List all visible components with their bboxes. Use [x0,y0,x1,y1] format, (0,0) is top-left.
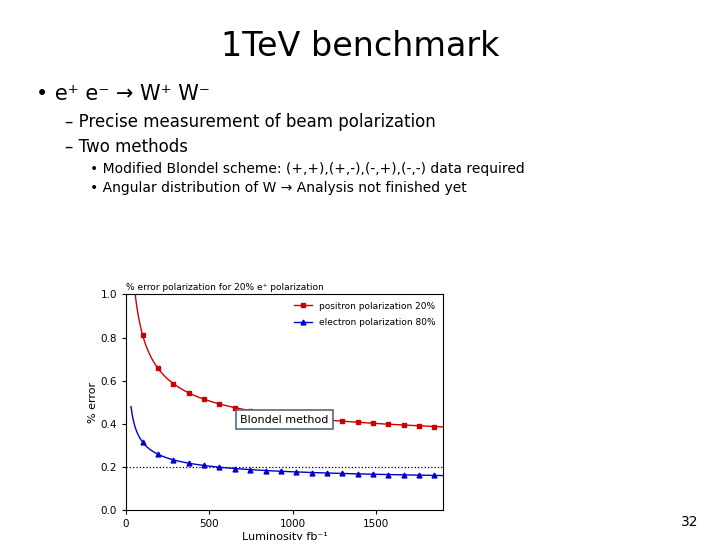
Text: • Angular distribution of W → Analysis not finished yet: • Angular distribution of W → Analysis n… [90,181,467,195]
Text: Blondel method: Blondel method [240,415,328,424]
Text: 1TeV benchmark: 1TeV benchmark [221,30,499,63]
Legend: positron polarization 20%, electron polarization 80%: positron polarization 20%, electron pola… [291,299,438,329]
Text: • Modified Blondel scheme: (+,+),(+,-),(-,+),(-,-) data required: • Modified Blondel scheme: (+,+),(+,-),(… [90,162,525,176]
Text: – Two methods: – Two methods [65,138,188,156]
Text: 32: 32 [681,515,698,529]
Y-axis label: % error: % error [88,382,98,423]
Text: % error polarization for 20% e⁺ polarization: % error polarization for 20% e⁺ polariza… [126,283,324,292]
Text: • e⁺ e⁻ → W⁺ W⁻: • e⁺ e⁻ → W⁺ W⁻ [36,84,210,104]
Text: – Precise measurement of beam polarization: – Precise measurement of beam polarizati… [65,113,436,131]
X-axis label: Luminosity fb⁻¹: Luminosity fb⁻¹ [241,532,328,540]
